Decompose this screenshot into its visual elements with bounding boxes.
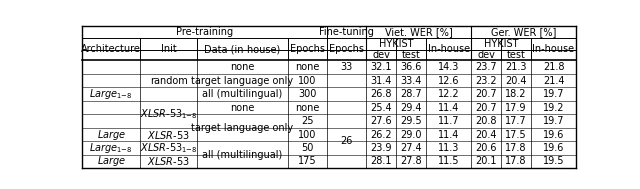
Text: all (multilingual): all (multilingual)	[202, 89, 283, 99]
Text: 19.5: 19.5	[543, 156, 564, 167]
Text: $\mathit{XLSR}$-$\mathit{53}_{1\mathit{-}8}$: $\mathit{XLSR}$-$\mathit{53}_{1\mathit{-…	[140, 141, 197, 155]
Text: 33: 33	[340, 62, 353, 72]
Text: 20.4: 20.4	[476, 129, 497, 139]
Text: 17.8: 17.8	[506, 143, 527, 153]
Text: $\mathit{XLSR}$-$\mathit{53}_{1\mathit{-}8}$: $\mathit{XLSR}$-$\mathit{53}_{1\mathit{-…	[140, 107, 197, 121]
Text: 21.3: 21.3	[506, 62, 527, 72]
Text: In-house: In-house	[532, 44, 575, 54]
Text: 21.4: 21.4	[543, 76, 564, 86]
Text: all (multilingual): all (multilingual)	[202, 150, 283, 160]
Text: 11.7: 11.7	[438, 116, 460, 126]
Text: 28.7: 28.7	[401, 89, 422, 99]
Text: 175: 175	[298, 156, 317, 167]
Text: 12.6: 12.6	[438, 76, 460, 86]
Text: 26.8: 26.8	[371, 89, 392, 99]
Text: target language only: target language only	[191, 123, 294, 133]
Text: 20.4: 20.4	[506, 76, 527, 86]
Text: $\mathit{Large}$: $\mathit{Large}$	[97, 154, 126, 168]
Text: 26.2: 26.2	[371, 129, 392, 139]
Text: target language only: target language only	[191, 76, 294, 86]
Text: 19.6: 19.6	[543, 143, 564, 153]
Text: Data (in-house): Data (in-house)	[204, 44, 281, 54]
Text: HYKIST: HYKIST	[484, 39, 518, 49]
Text: $\mathit{Large}_{1\mathit{-}8}$: $\mathit{Large}_{1\mathit{-}8}$	[90, 87, 133, 101]
Text: none: none	[230, 62, 255, 72]
Text: $\mathit{Large}$: $\mathit{Large}$	[97, 128, 126, 142]
Text: Ger. WER [%]: Ger. WER [%]	[491, 27, 556, 37]
Text: HYKIST: HYKIST	[379, 39, 413, 49]
Text: 20.1: 20.1	[476, 156, 497, 167]
Text: 100: 100	[298, 76, 317, 86]
Text: 19.7: 19.7	[543, 116, 564, 126]
Text: 17.5: 17.5	[506, 129, 527, 139]
Text: 23.7: 23.7	[476, 62, 497, 72]
Text: 11.4: 11.4	[438, 129, 460, 139]
Text: Init: Init	[161, 44, 177, 54]
Text: 27.4: 27.4	[401, 143, 422, 153]
Text: $\mathit{XLSR}$-$53$: $\mathit{XLSR}$-$53$	[147, 129, 190, 140]
Text: 12.2: 12.2	[438, 89, 460, 99]
Text: 23.9: 23.9	[371, 143, 392, 153]
Text: 50: 50	[301, 143, 314, 153]
Text: 17.7: 17.7	[506, 116, 527, 126]
Text: test: test	[507, 50, 525, 60]
Text: 20.8: 20.8	[476, 116, 497, 126]
Text: 19.6: 19.6	[543, 129, 564, 139]
Text: 18.2: 18.2	[506, 89, 527, 99]
Text: 31.4: 31.4	[371, 76, 392, 86]
Text: random: random	[150, 76, 188, 86]
Text: none: none	[230, 103, 255, 113]
Text: test: test	[402, 50, 420, 60]
Text: 25: 25	[301, 116, 314, 126]
Text: none: none	[295, 103, 319, 113]
Text: Architecture: Architecture	[81, 44, 141, 54]
Text: 14.3: 14.3	[438, 62, 460, 72]
Text: 19.7: 19.7	[543, 89, 564, 99]
Text: In-house: In-house	[428, 44, 470, 54]
Text: 33.4: 33.4	[401, 76, 422, 86]
Text: 23.2: 23.2	[476, 76, 497, 86]
Text: 21.8: 21.8	[543, 62, 564, 72]
Text: 25.4: 25.4	[371, 103, 392, 113]
Text: 11.5: 11.5	[438, 156, 460, 167]
Text: 29.5: 29.5	[401, 116, 422, 126]
Text: 11.4: 11.4	[438, 103, 460, 113]
Text: 36.6: 36.6	[401, 62, 422, 72]
Text: 17.8: 17.8	[506, 156, 527, 167]
Text: 20.6: 20.6	[476, 143, 497, 153]
Text: 28.1: 28.1	[371, 156, 392, 167]
Text: 17.9: 17.9	[506, 103, 527, 113]
Text: Fine-tuning: Fine-tuning	[319, 27, 374, 37]
Text: 11.3: 11.3	[438, 143, 460, 153]
Text: Pre-training: Pre-training	[176, 27, 234, 37]
Text: dev: dev	[372, 50, 390, 60]
Text: 300: 300	[298, 89, 317, 99]
Text: 100: 100	[298, 129, 317, 139]
Text: 19.2: 19.2	[543, 103, 564, 113]
Text: 29.0: 29.0	[401, 129, 422, 139]
Text: dev: dev	[477, 50, 495, 60]
Text: 20.7: 20.7	[476, 89, 497, 99]
Text: 26: 26	[340, 136, 353, 146]
Text: 27.6: 27.6	[371, 116, 392, 126]
Text: $\mathit{XLSR}$-$53$: $\mathit{XLSR}$-$53$	[147, 156, 190, 167]
Text: Epochs: Epochs	[329, 44, 364, 54]
Text: Epochs: Epochs	[290, 44, 325, 54]
Text: 29.4: 29.4	[401, 103, 422, 113]
Text: Viet. WER [%]: Viet. WER [%]	[385, 27, 452, 37]
Text: 32.1: 32.1	[371, 62, 392, 72]
Text: 20.7: 20.7	[476, 103, 497, 113]
Text: none: none	[295, 62, 319, 72]
Text: 27.8: 27.8	[401, 156, 422, 167]
Text: $\mathit{Large}_{1\mathit{-}8}$: $\mathit{Large}_{1\mathit{-}8}$	[90, 141, 133, 155]
